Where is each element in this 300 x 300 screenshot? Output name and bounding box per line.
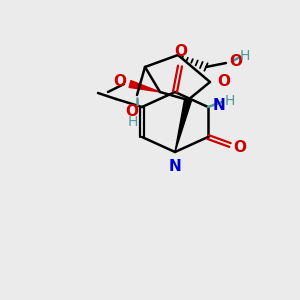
Text: O: O: [217, 74, 230, 88]
Text: O: O: [175, 44, 188, 59]
Polygon shape: [129, 81, 160, 92]
Text: H: H: [225, 94, 236, 108]
Polygon shape: [175, 99, 191, 152]
Text: H: H: [240, 49, 250, 63]
Text: H: H: [128, 115, 138, 129]
Text: N: N: [169, 159, 182, 174]
Text: O: O: [229, 53, 242, 68]
Text: O: O: [125, 104, 139, 119]
Text: O: O: [233, 140, 246, 154]
Text: N: N: [213, 98, 226, 112]
Text: O: O: [113, 74, 126, 89]
